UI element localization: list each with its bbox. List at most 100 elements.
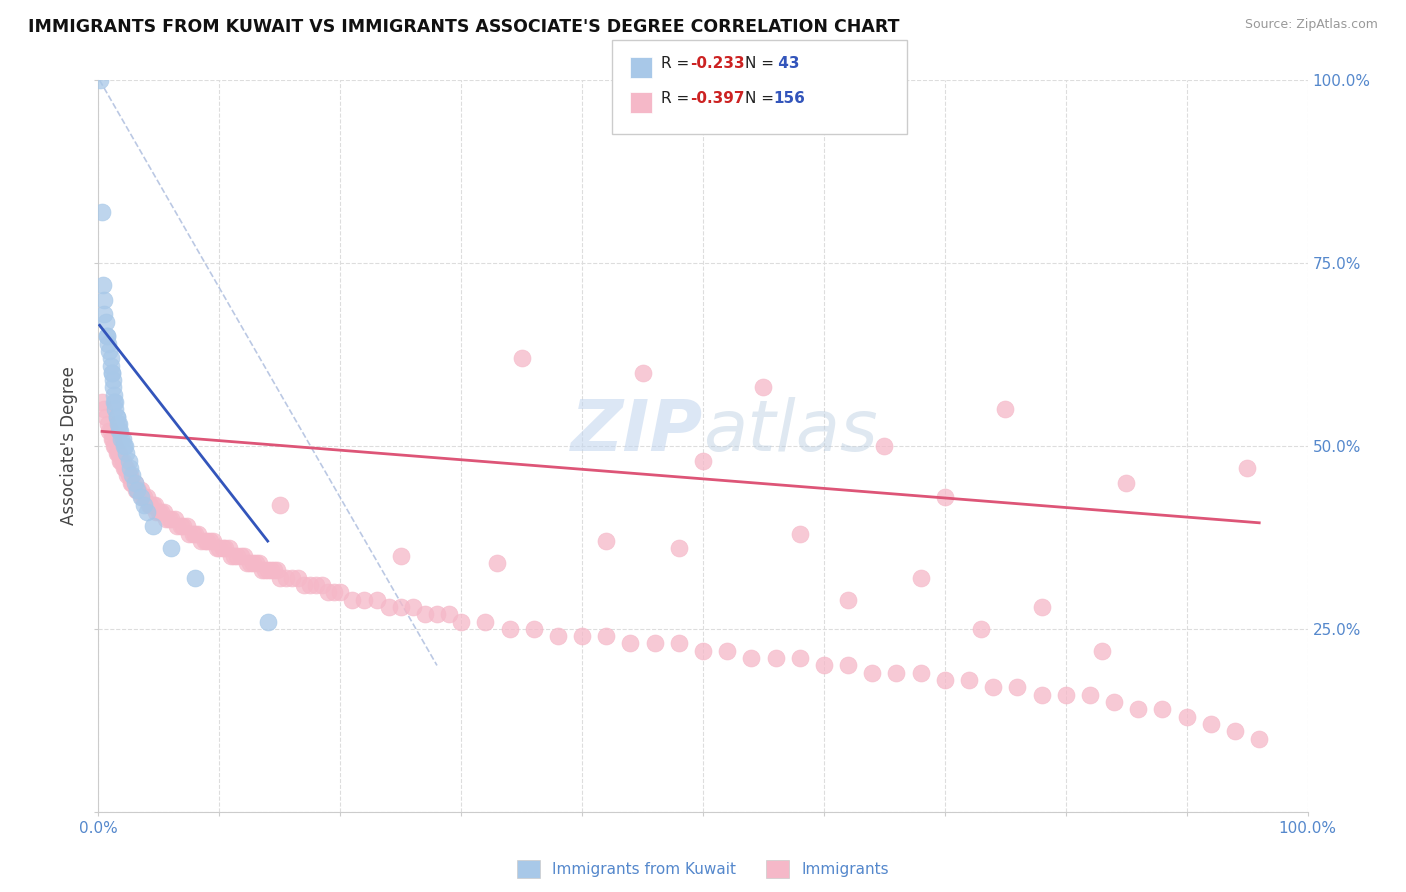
Point: [305, 578, 328, 592]
Point: [100, 359, 122, 373]
Point: [886, 665, 908, 680]
Point: [523, 622, 546, 636]
Point: [789, 651, 811, 665]
Point: [281, 571, 304, 585]
Point: [250, 563, 273, 577]
Point: [239, 556, 262, 570]
Point: [108, 446, 131, 460]
Point: [668, 636, 690, 650]
Point: [1102, 695, 1125, 709]
Point: [910, 571, 932, 585]
Point: [115, 461, 138, 475]
Point: [142, 519, 165, 533]
Point: [299, 578, 322, 592]
Point: [292, 578, 315, 592]
Point: [198, 534, 221, 549]
Point: [366, 592, 388, 607]
Point: [377, 599, 399, 614]
Point: [93, 307, 115, 321]
Point: [752, 380, 775, 394]
Point: [169, 519, 191, 533]
Point: [93, 402, 115, 417]
Point: [111, 453, 134, 467]
Point: [145, 505, 167, 519]
Point: [121, 475, 143, 490]
Point: [108, 453, 131, 467]
Point: [94, 409, 117, 424]
Point: [1249, 731, 1271, 746]
Point: [813, 658, 835, 673]
Point: [101, 373, 124, 387]
Point: [157, 512, 180, 526]
Point: [263, 563, 285, 577]
Point: [121, 468, 143, 483]
Point: [316, 585, 339, 599]
Point: [172, 519, 194, 533]
Point: [957, 673, 980, 687]
Point: [190, 534, 212, 549]
Point: [450, 615, 472, 629]
Point: [981, 681, 1004, 695]
Point: [187, 526, 209, 541]
Point: [104, 402, 127, 417]
Point: [934, 673, 956, 687]
Point: [1128, 702, 1150, 716]
Point: [389, 599, 412, 614]
Point: [1031, 599, 1053, 614]
Point: [232, 549, 254, 563]
Point: [163, 512, 186, 526]
Point: [124, 475, 146, 490]
Point: [96, 329, 118, 343]
Point: [498, 622, 520, 636]
Point: [402, 599, 425, 614]
Point: [100, 351, 122, 366]
Point: [202, 534, 225, 549]
Point: [97, 417, 120, 431]
Point: [1199, 717, 1222, 731]
Point: [247, 556, 270, 570]
Point: [148, 505, 170, 519]
Text: N =: N =: [745, 56, 779, 71]
Point: [143, 498, 166, 512]
Point: [184, 571, 207, 585]
Point: [120, 475, 142, 490]
Point: [329, 585, 352, 599]
Point: [323, 585, 346, 599]
Point: [236, 556, 259, 570]
Point: [837, 658, 859, 673]
Point: [135, 490, 157, 504]
Text: 43: 43: [773, 56, 800, 71]
Point: [353, 592, 375, 607]
Point: [254, 563, 277, 577]
Point: [256, 615, 278, 629]
Point: [107, 417, 129, 431]
Point: [287, 571, 309, 585]
Point: [111, 432, 134, 446]
Point: [311, 578, 333, 592]
Text: IMMIGRANTS FROM KUWAIT VS IMMIGRANTS ASSOCIATE'S DEGREE CORRELATION CHART: IMMIGRANTS FROM KUWAIT VS IMMIGRANTS ASS…: [28, 18, 900, 36]
Point: [127, 483, 149, 497]
Point: [269, 498, 291, 512]
Point: [91, 205, 114, 219]
Point: [1007, 681, 1029, 695]
Point: [97, 336, 120, 351]
Point: [1152, 702, 1174, 716]
Point: [110, 453, 132, 467]
Point: [1078, 688, 1101, 702]
Point: [789, 526, 811, 541]
Point: [218, 541, 240, 556]
Point: [135, 505, 157, 519]
Point: [595, 629, 617, 643]
Point: [91, 395, 114, 409]
Y-axis label: Associate's Degree: Associate's Degree: [60, 367, 79, 525]
Point: [208, 541, 231, 556]
Point: [150, 505, 173, 519]
Point: [426, 607, 449, 622]
Point: [413, 607, 436, 622]
Point: [129, 490, 152, 504]
Point: [107, 446, 129, 460]
Point: [91, 278, 114, 293]
Point: [486, 556, 509, 570]
Point: [129, 483, 152, 497]
Point: [1115, 475, 1137, 490]
